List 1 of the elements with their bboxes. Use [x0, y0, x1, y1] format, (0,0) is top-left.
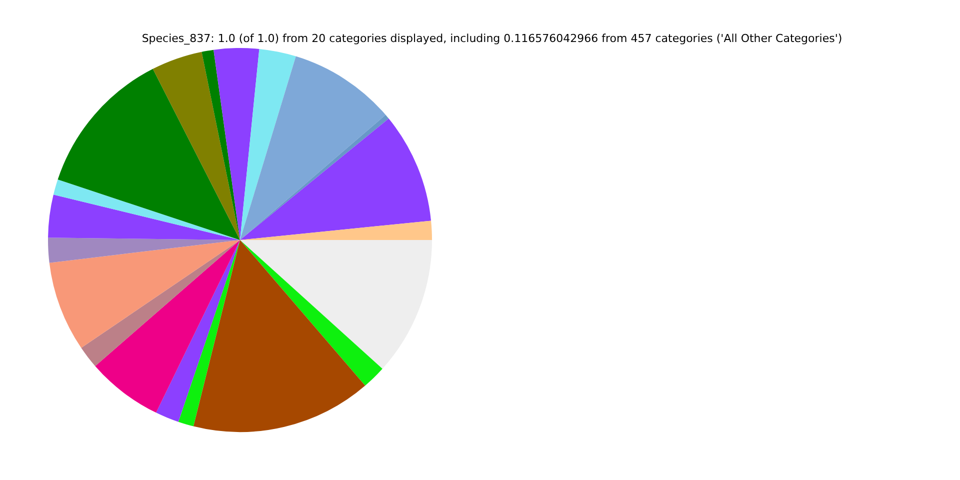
text: Species_837: 1.0 (of 1.0) from 20 categories displayed, including 0.116576042966 from 457 categories ('All Other Categories')	[140, 32, 844, 45]
